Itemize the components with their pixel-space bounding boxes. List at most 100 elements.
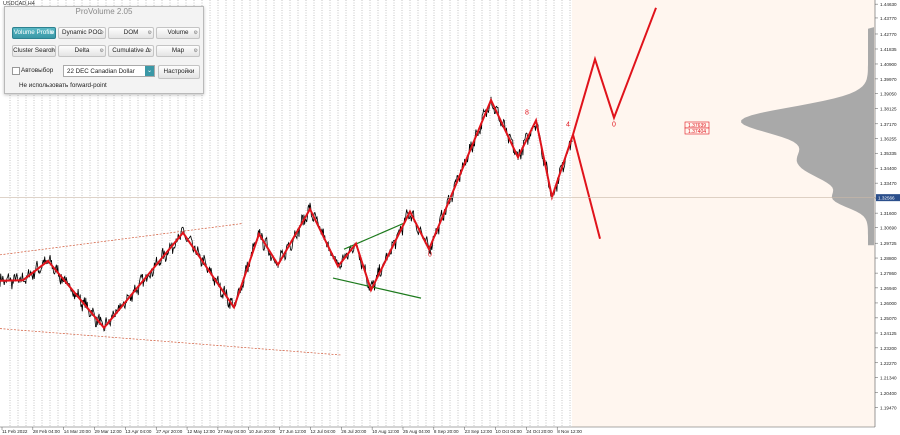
x-axis: 11 Feb 2022 28 Feb 04:00 14 Mar 20:00 29 Ma…	[0, 426, 875, 434]
wedge-line	[332, 277, 422, 299]
forward-point-label: Не использовать forward-point	[19, 82, 107, 89]
zigzag-labels: 0 8 4 0	[428, 110, 616, 259]
x-tick-label: 23 Sep 12:00	[465, 429, 493, 434]
chevron-down-icon[interactable]: ⌄	[145, 66, 154, 76]
current-price-box	[876, 194, 900, 202]
x-tick-label: 11 Feb 2022	[2, 429, 28, 434]
volume-profile-button[interactable]: Volume Profile ⚙	[12, 27, 56, 39]
profile-level-box	[684, 127, 710, 135]
delta-button[interactable]: Delta ⚙	[58, 45, 106, 57]
y-tick-label: 1.40900	[880, 62, 897, 67]
y-tick-label: 1.29725	[880, 241, 897, 246]
y-tick-label: 1.31600	[880, 211, 897, 216]
y-tick-label: 1.35335	[880, 151, 897, 156]
y-tick-label: 1.42770	[880, 32, 897, 37]
x-tick-label: 28 Feb 04:00	[33, 429, 61, 434]
profile-level-label: 1.37639	[688, 123, 706, 129]
x-tick-label: 27 Jun 12:00	[280, 429, 307, 434]
y-tick-label: 1.28800	[880, 256, 897, 261]
y-tick-label: 1.37170	[880, 122, 897, 127]
y-tick-label: 1.30690	[880, 226, 897, 231]
y-tick-label: 1.39050	[880, 92, 897, 97]
x-tick-label: 27 Apr 20:00	[156, 429, 182, 434]
y-axis: 1.44630 1.43770 1.42770 1.41835 1.40900 1.399…	[874, 0, 900, 427]
x-tick-label: 26 Jul 20:00	[341, 429, 366, 434]
projection-up-line	[572, 7, 657, 135]
y-tick-label: 1.24125	[880, 331, 897, 336]
gear-icon: ⚙	[193, 30, 198, 36]
dom-label: DOM	[123, 29, 139, 36]
cluster-search-button[interactable]: Cluster Search ⚙	[12, 45, 56, 57]
x-tick-label: 12 Jul 04:00	[310, 429, 335, 434]
y-tick-label: 1.38125	[880, 106, 897, 111]
cluster-search-label: Cluster Search	[13, 47, 55, 54]
provolume-panel: ProVolume 2.05 Volume Profile ⚙ Dynamic P…	[4, 6, 204, 94]
x-tick-label: 10 Aug 12:00	[372, 429, 400, 434]
y-tick-label: 1.44630	[880, 2, 897, 7]
price-channel	[0, 223, 343, 356]
current-price-label: 1.32566	[878, 196, 895, 201]
x-tick-label: 24 Oct 20:00	[526, 429, 553, 434]
gear-icon: ⚙	[193, 48, 198, 54]
x-tick-label: 13 Apr 04:00	[125, 429, 151, 434]
x-tick-label: 10 Jun 20:00	[249, 429, 276, 434]
y-tick-label: 1.27860	[880, 271, 897, 276]
channel-line	[0, 328, 343, 356]
y-tick-label: 1.22270	[880, 361, 897, 366]
zigzag-line	[0, 97, 574, 330]
volume-profile-label: Volume Profile	[13, 29, 55, 36]
map-button[interactable]: Map ⚙	[156, 45, 200, 57]
x-tick-label: 14 Mar 20:00	[64, 429, 92, 434]
settings-button[interactable]: Настройки	[158, 65, 200, 79]
volume-label: Volume	[167, 29, 189, 36]
x-tick-label: 10 Oct 04:00	[496, 429, 523, 434]
delta-label: Delta	[74, 47, 90, 54]
y-tick-label: 1.26940	[880, 286, 897, 291]
y-tick-label: 1.21340	[880, 376, 897, 381]
cumulative-delta-button[interactable]: Cumulative Δ ⚙	[108, 45, 154, 57]
instrument-select[interactable]: 22 DEC Canadian Dollar ⌄	[63, 65, 155, 77]
x-tick-label: 25 Aug 04:00	[403, 429, 431, 434]
y-tick-label: 1.23200	[880, 346, 897, 351]
dynamic-poc-label: Dynamic POC	[62, 29, 102, 36]
y-tick-label: 1.20400	[880, 391, 897, 396]
gear-icon: ⚙	[147, 30, 152, 36]
vertical-gridlines	[9, 0, 571, 427]
x-tick-label: 27 May 04:00	[218, 429, 246, 434]
y-tick-label: 1.34400	[880, 166, 897, 171]
gear-icon: ⚙	[99, 48, 104, 54]
settings-label: Настройки	[163, 68, 195, 75]
dom-button[interactable]: DOM ⚙	[108, 27, 154, 39]
dynamic-poc-button[interactable]: Dynamic POC ⚙	[58, 27, 106, 39]
y-tick-label: 1.36255	[880, 136, 897, 141]
channel-line	[0, 223, 243, 256]
cumulative-delta-label: Cumulative Δ	[112, 47, 150, 54]
zigzag-label: 0	[612, 122, 616, 129]
zigzag-label: 0	[428, 251, 432, 258]
y-tick-label: 1.26000	[880, 301, 897, 306]
profile-shape	[741, 27, 874, 246]
y-tick-label: 1.25070	[880, 316, 897, 321]
y-tick-label: 1.39970	[880, 77, 897, 82]
profile-level-label: 1.37404	[688, 129, 706, 135]
y-tick-label: 1.43770	[880, 16, 897, 21]
instrument-value: 22 DEC Canadian Dollar	[67, 68, 135, 75]
volume-profile	[741, 27, 874, 246]
y-tick-label: 1.33470	[880, 181, 897, 186]
gear-icon: ⚙	[49, 48, 54, 54]
y-tick-label: 1.19470	[880, 406, 897, 411]
x-tick-label: 12 May 12:00	[187, 429, 215, 434]
auto-select-label: Автовыбор	[21, 67, 54, 74]
projection-down-line	[572, 134, 601, 240]
panel-title: ProVolume 2.05	[75, 7, 133, 16]
x-tick-label: 8 Nov 12:00	[557, 429, 582, 434]
gear-icon: ⚙	[99, 30, 104, 36]
y-tick-label: 1.41835	[880, 47, 897, 52]
volume-button[interactable]: Volume ⚙	[156, 27, 200, 39]
future-area	[572, 0, 875, 427]
zigzag-label: 4	[566, 122, 570, 129]
symbol-label: USDCAD,H4	[3, 1, 35, 7]
auto-select-checkbox[interactable]	[12, 67, 20, 75]
